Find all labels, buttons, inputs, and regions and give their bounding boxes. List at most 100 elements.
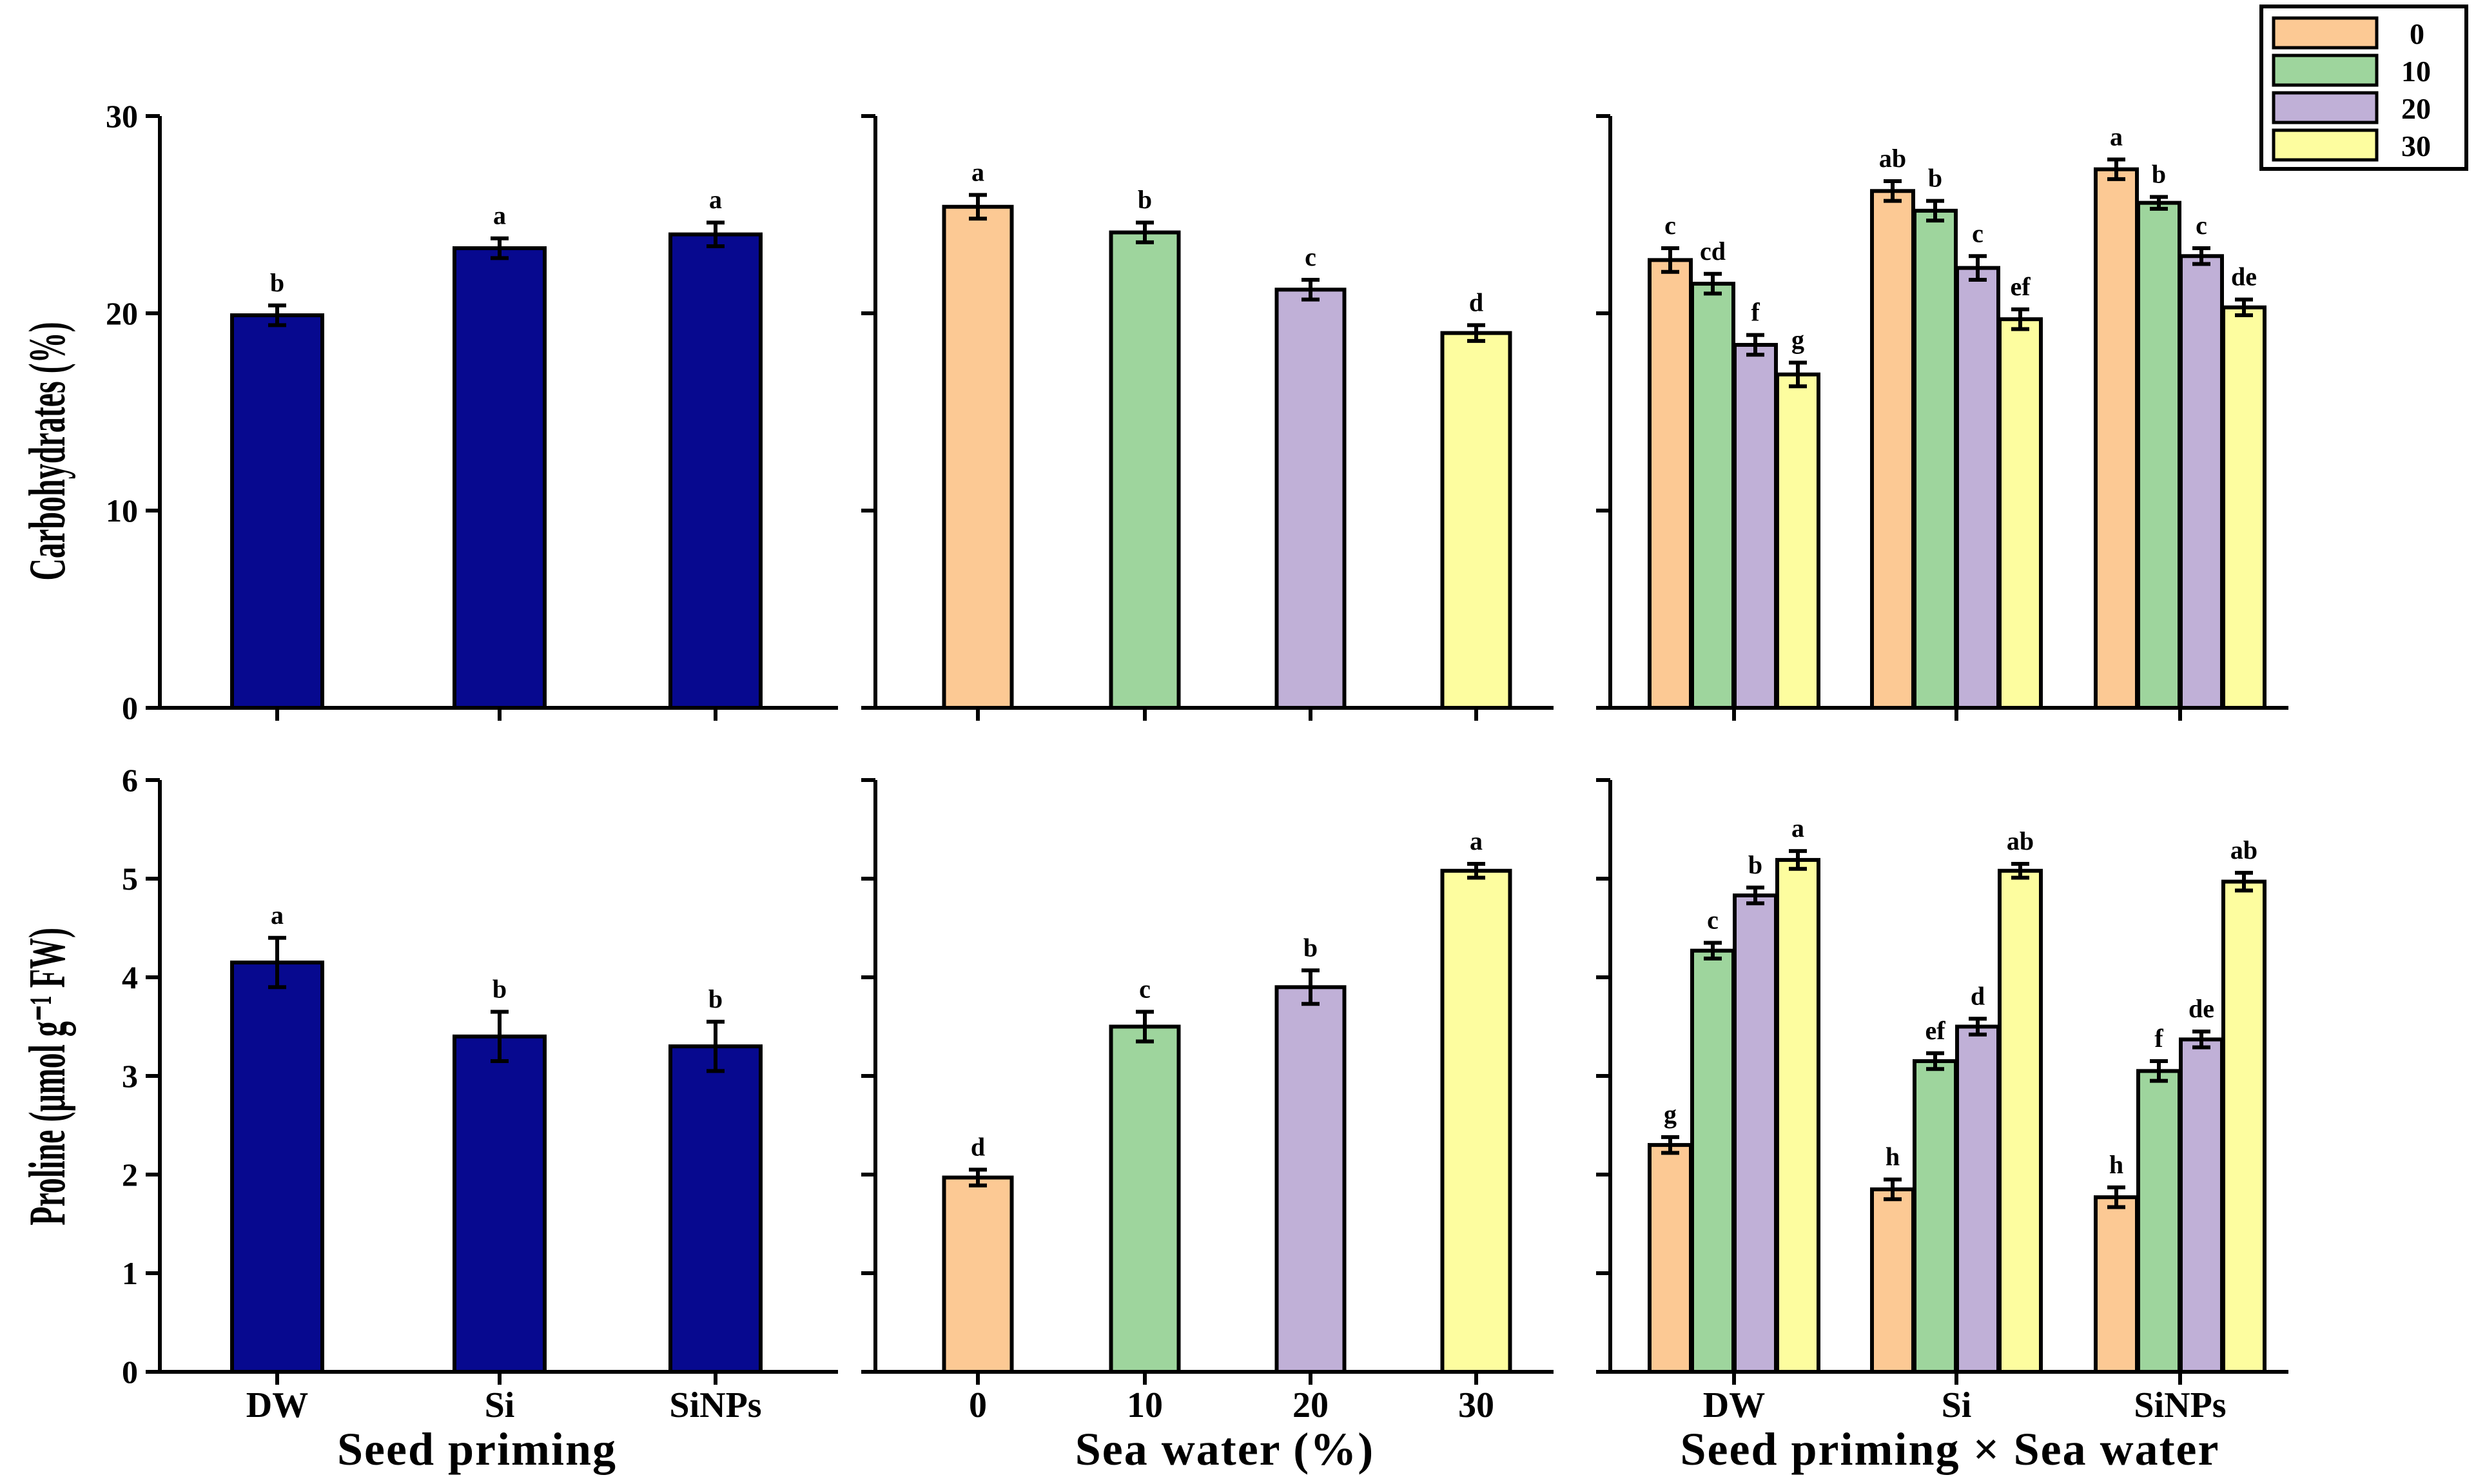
significance-letter: b [1748,850,1762,879]
significance-letter: f [2154,1024,2163,1053]
y-tick-label: 0 [122,1354,138,1390]
significance-letter: b [1138,185,1152,214]
bar [2221,305,2266,710]
bar [1274,985,1347,1374]
bar [2094,1195,2139,1374]
legend-label-10: 10 [2401,55,2431,88]
y-tick-label: 3 [122,1058,138,1094]
x-tick-label: 0 [969,1385,987,1425]
bar [1648,258,1693,710]
y-tick-label: 2 [122,1157,138,1193]
significance-letter: de [2231,262,2257,291]
bar [1955,1024,2000,1374]
panel-top-left: 0 10 20 30 b a a [106,98,838,726]
x-tick-label: Si [1942,1385,1972,1425]
bar [1690,948,1735,1374]
significance-letter: c [1664,211,1676,240]
significance-letter: de [2188,994,2214,1023]
significance-letter: a [709,185,722,214]
bar [1648,1143,1693,1374]
bar [1913,1059,1958,1374]
y-tick-label: 1 [122,1255,138,1291]
significance-letter: ef [2010,272,2031,301]
legend: 0 10 20 30 [2259,5,2468,171]
bar [453,246,547,710]
x-tick-label: 30 [1458,1385,1494,1425]
bar [1733,342,1778,710]
significance-letter: a [493,201,506,230]
bar [1870,189,1915,710]
significance-letter: h [2109,1150,2123,1179]
significance-letter: a [971,157,984,186]
significance-letter: c [1707,905,1719,934]
x-tick-label: 20 [1292,1385,1329,1425]
y-tick-label: 6 [122,762,138,798]
legend-swatch-20 [2272,91,2379,124]
significance-letter: f [1751,298,1760,327]
legend-label-20: 20 [2401,92,2431,125]
bar [1913,208,1958,710]
bar [2094,167,2139,710]
significance-letter: d [1971,981,1985,1010]
xlabel-seed-priming: Seed priming [337,1423,617,1475]
legend-label-0: 0 [2410,17,2424,50]
bar [1870,1187,1915,1374]
bar [1775,372,1820,710]
significance-letter: c [2196,211,2207,240]
significance-letter: ab [2230,835,2257,864]
significance-letter: a [271,901,284,930]
bar [668,232,763,710]
panel-bottom-right: g cba DW h efd ab Si h fde ab SiNPs [1596,778,2288,1425]
significance-letter: b [2152,159,2166,188]
bar [1955,266,2000,710]
significance-letter: ab [2007,826,2034,855]
significance-letter: h [1886,1142,1900,1171]
y-tick-label: 5 [122,861,138,897]
bar [1109,230,1181,710]
bar [1998,868,2043,1374]
y-tick-label: 10 [106,493,138,529]
bar [942,204,1014,710]
ylabel-carbohydrates: Carbohydrates (%) [19,322,77,580]
xlabel-interaction: Seed priming × Sea water [1681,1423,2220,1475]
bar [2136,1069,2181,1374]
bar [2179,1037,2224,1374]
significance-letter: b [492,975,507,1004]
significance-letter: ef [1925,1016,1945,1045]
bar [1690,282,1735,710]
significance-letter: b [708,984,723,1013]
y-tick-label: 20 [106,295,138,331]
x-tick-label: Si [485,1385,515,1425]
ylabel-proline: Proline (μmol g⁻¹ FW) [19,928,77,1225]
bar [2221,879,2266,1374]
x-tick-label: 10 [1127,1385,1163,1425]
panels: 0102030baaabcdccdfgabbcefabcde0123456aDW… [106,98,2288,1425]
x-tick-label: DW [246,1385,308,1425]
significance-letter: d [971,1132,985,1161]
xlabel-sea-water: Sea water (%) [1075,1423,1375,1475]
x-tick-label: DW [1703,1385,1765,1425]
significance-letter: c [1305,242,1316,271]
significance-letter: g [1791,326,1804,355]
significance-letter: b [1928,164,1942,193]
panel-bottom-left: 0 1 2 3 4 5 6 a DW b Si b SiNPs [122,762,838,1425]
panel-top-middle: a b c d [861,114,1554,721]
bar [942,1175,1014,1374]
legend-swatch-0 [2272,16,2379,50]
bar [230,961,324,1374]
significance-letter: c [1972,219,1984,248]
y-tick-label: 30 [106,98,138,134]
significance-letter: cd [1700,237,1726,266]
bar [1733,893,1778,1374]
bar [1440,331,1512,710]
legend-label-30: 30 [2401,130,2431,162]
bar [453,1034,547,1374]
bar [230,313,324,710]
significance-letter: a [2110,122,2123,151]
x-tick-label: SiNPs [2134,1385,2226,1425]
significance-letter: ab [1879,144,1906,173]
significance-letter: a [1470,826,1483,855]
bar [1440,868,1512,1374]
